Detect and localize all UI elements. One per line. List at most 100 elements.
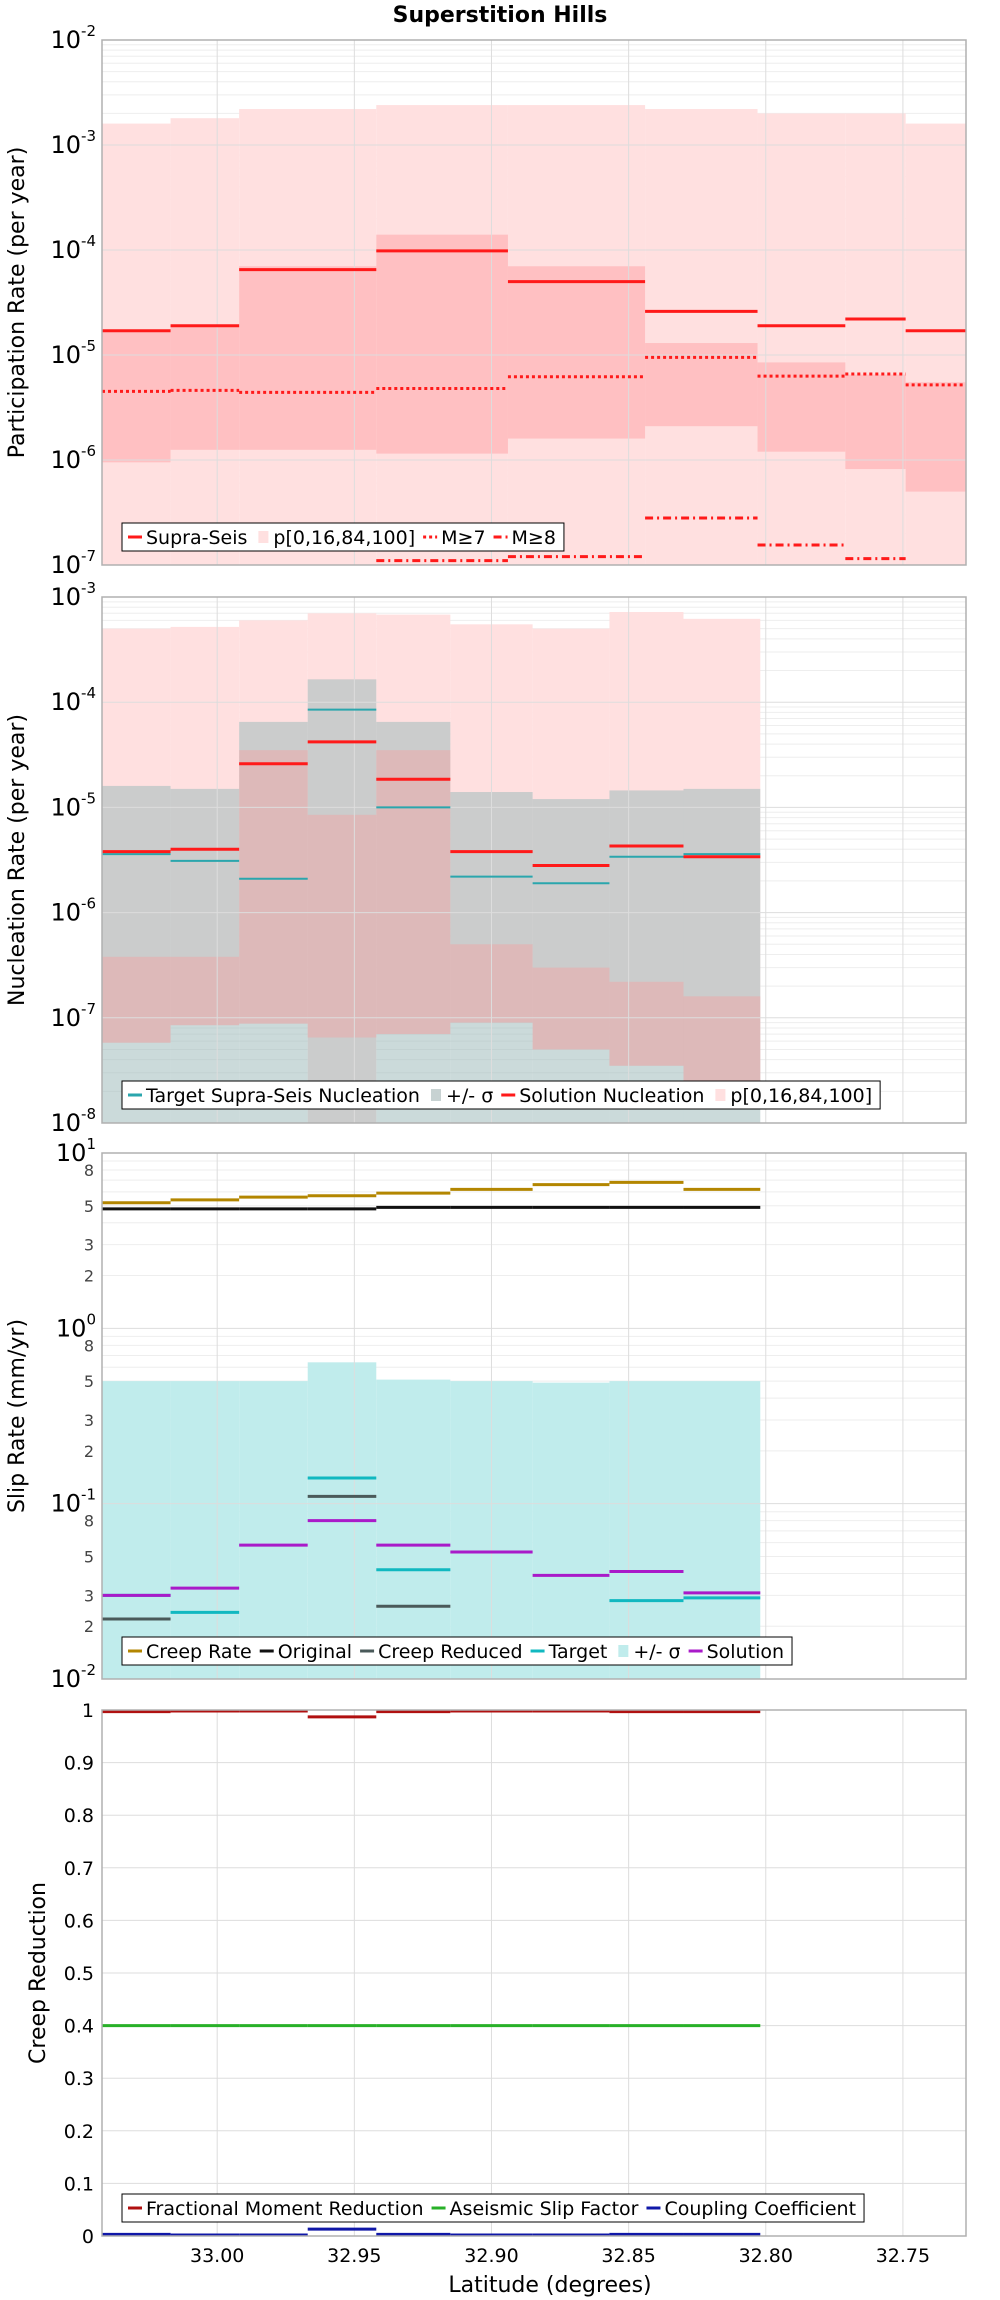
- legend: Supra-Seis p[0,16,84,100] M≥7 M≥8: [121, 522, 565, 552]
- plot-frame: [101, 596, 967, 1124]
- legend-label: Aseismic Slip Factor: [450, 2198, 639, 2220]
- band-inner-rect: [102, 956, 171, 1043]
- y-minor-tick-label: 3: [84, 1586, 94, 1605]
- legend-label: Solution: [707, 1641, 784, 1663]
- panel-participation: 10-7 10-6 10-5 10-4 10-3 10-2 Participation Ra…: [5, 22, 967, 579]
- band-inner-rect: [102, 330, 171, 463]
- y-tick-label: 10-6: [50, 442, 96, 474]
- legend-box: [121, 522, 565, 552]
- x-tick-label: 32.85: [601, 2245, 655, 2267]
- band-outer-rect: [905, 123, 966, 566]
- y-minor-tick-label: 3: [84, 1411, 94, 1430]
- legend: Fractional Moment Reduction Aseismic Slip…: [121, 2193, 865, 2223]
- band-sigma-rect: [307, 679, 377, 1123]
- panel-slip: 10-2 10-1 100 101 2 3 5 8 2 3 5 8 2 3 5 8 Slip Rate (mm/…: [5, 1135, 967, 1693]
- plot-frame: [101, 1709, 967, 2237]
- band-sigma-rect: [239, 721, 308, 1123]
- y-tick-label: 0: [82, 2226, 94, 2248]
- band-sigma-rect: [170, 1381, 240, 1679]
- legend-box: [121, 1636, 793, 1666]
- x-axis-label: Latitude (degrees): [448, 2273, 651, 2298]
- band-inner-rect: [239, 266, 377, 450]
- band-sigma-rect: [683, 788, 761, 1123]
- y-minor-tick-label: 8: [84, 1161, 94, 1180]
- legend-label: M≥7: [441, 527, 485, 549]
- y-tick-label: 10-7: [50, 547, 96, 579]
- band-inner-rect: [307, 814, 377, 1038]
- band-inner-rect: [170, 325, 240, 450]
- legend-label: +/- σ: [633, 1641, 680, 1663]
- y-tick-label: 10-2: [50, 1661, 96, 1693]
- legend-label: Fractional Moment Reduction: [146, 2198, 424, 2220]
- y-tick-label: 0.9: [64, 1753, 94, 1775]
- y-tick-label: 10-5: [50, 337, 96, 369]
- band-sigma-rect: [609, 790, 684, 1123]
- band-sigma-rect: [376, 721, 451, 1123]
- band-sigma-rect: [532, 1382, 610, 1679]
- y-tick-label: 10-3: [50, 127, 96, 159]
- band-inner-rect: [170, 956, 240, 1026]
- band-inner-rect: [683, 996, 761, 1087]
- plot-frame: [101, 39, 967, 566]
- legend-label: +/- σ: [446, 1085, 493, 1107]
- legend: Target Supra-Seis Nucleation +/- σ Solutio…: [121, 1080, 881, 1110]
- legend-label: Coupling Coefficient: [664, 2198, 856, 2220]
- y-minor-tick-label: 2: [84, 1617, 94, 1636]
- y-tick-label: 10-4: [50, 684, 96, 716]
- legend-swatch: [715, 1089, 726, 1101]
- legend-box: [121, 2193, 865, 2223]
- y-tick-label: 10-2: [50, 22, 96, 54]
- band-inner-rect: [507, 266, 646, 439]
- band-sigma-rect: [609, 1381, 684, 1679]
- legend: Creep Rate Original Creep Reduced Target +/-…: [121, 1636, 793, 1666]
- legend-swatch: [258, 531, 269, 543]
- panel-nucleation: 10-8 10-7 10-6 10-5 10-4 10-3 Nucleation Rate …: [5, 579, 967, 1137]
- band-sigma-rect: [102, 1381, 171, 1679]
- y-tick-label: 0.2: [64, 2121, 94, 2143]
- y-tick-label: 0.1: [64, 2173, 94, 2195]
- y-minor-tick-label: 2: [84, 1442, 94, 1461]
- band-inner-rect: [239, 750, 308, 1024]
- y-tick-label: 0.3: [64, 2068, 94, 2090]
- y-minor-tick-label: 8: [84, 1512, 94, 1531]
- x-tick-label: 32.75: [876, 2245, 930, 2267]
- legend-label: M≥8: [512, 527, 556, 549]
- x-tick-label: 32.90: [464, 2245, 518, 2267]
- band-outer-rect: [645, 109, 758, 565]
- x-tick-label: 32.80: [739, 2245, 793, 2267]
- y-minor-tick-label: 2: [84, 1267, 94, 1286]
- legend-swatch: [618, 1645, 629, 1657]
- y-tick-label: 0.6: [64, 1910, 94, 1932]
- legend-label: Creep Rate: [146, 1641, 252, 1663]
- legend-label: Target Supra-Seis Nucleation: [145, 1085, 420, 1107]
- legend-label: Target: [548, 1641, 608, 1663]
- y-tick-label: 101: [56, 1135, 96, 1167]
- band-inner-rect: [376, 750, 451, 1035]
- y-axis-label: Participation Rate (per year): [5, 147, 30, 459]
- panel-creep: 0 0.1 0.2 0.3 0.4 0.5 0.6 0.7 0.8 0.9 1 Creep Reduc…: [26, 1700, 967, 2248]
- y-minor-tick-label: 5: [84, 1197, 94, 1216]
- band-inner-rect: [645, 343, 758, 427]
- band-inner-rect: [532, 967, 610, 1050]
- y-tick-label: 0.4: [64, 2016, 94, 2038]
- y-tick-label: 10-4: [50, 232, 96, 264]
- y-tick-label: 10-6: [50, 895, 96, 927]
- legend-label: Supra-Seis: [146, 527, 247, 549]
- y-tick-label: 10-5: [50, 789, 96, 821]
- band-outer-rect: [845, 113, 906, 566]
- band-sigma-rect: [102, 785, 171, 1123]
- y-tick-label: 0.8: [64, 1805, 94, 1827]
- y-minor-tick-label: 8: [84, 1336, 94, 1355]
- band-inner-rect: [376, 234, 508, 454]
- legend-swatch: [430, 1089, 441, 1101]
- x-tick-label: 33.00: [190, 2245, 244, 2267]
- y-tick-label: 10-7: [50, 1000, 96, 1032]
- band-inner-rect: [845, 374, 906, 470]
- band-sigma-rect: [239, 1381, 308, 1679]
- y-minor-tick-label: 3: [84, 1236, 94, 1255]
- y-axis-label: Nucleation Rate (per year): [5, 714, 30, 1006]
- y-tick-label: 0.5: [64, 1963, 94, 1985]
- y-tick-label: 10-1: [50, 1486, 96, 1518]
- band-outer-rect: [757, 113, 846, 566]
